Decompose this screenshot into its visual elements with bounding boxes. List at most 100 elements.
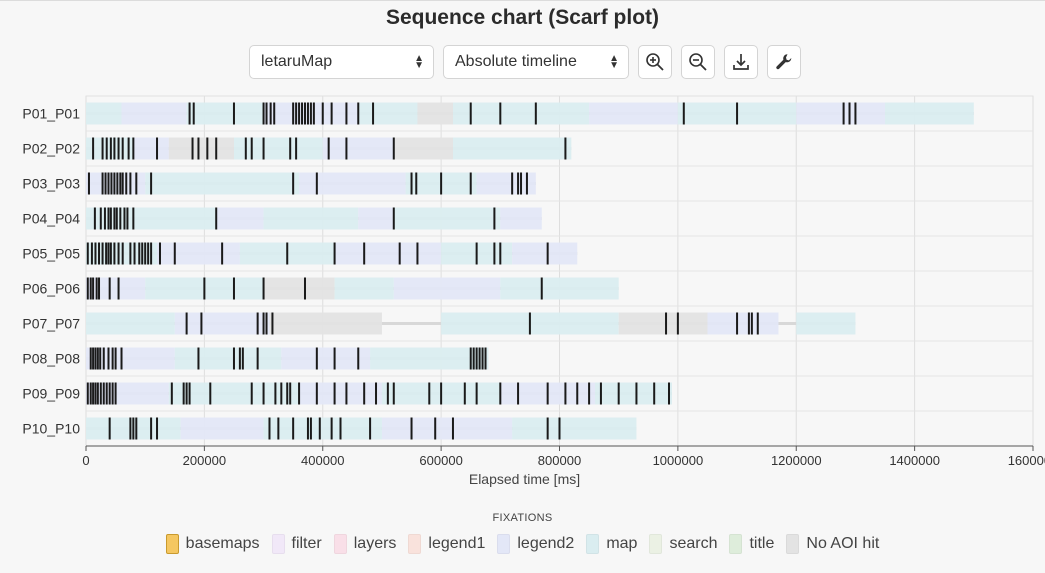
fixation-mark (375, 382, 378, 405)
fixation-mark (357, 347, 360, 370)
fixation-mark (111, 382, 114, 405)
fixation-mark (89, 277, 92, 300)
aoi-segment (233, 137, 323, 160)
aoi-segment (86, 137, 134, 160)
fixation-mark (232, 347, 235, 370)
fixation-mark (125, 172, 128, 195)
download-icon (733, 54, 749, 70)
fixation-mark (256, 312, 259, 335)
aoi-segment (263, 207, 359, 230)
fixation-mark (188, 382, 191, 405)
fixation-mark (298, 102, 301, 125)
zoom-out-button[interactable] (681, 45, 715, 79)
stimulus-select[interactable]: letaruMap ▲ ▼ (249, 45, 434, 79)
aoi-segment (186, 102, 264, 125)
legend-swatch (333, 534, 347, 554)
aoi-segment (452, 102, 590, 125)
timeline-select[interactable]: Absolute timeline ▲ ▼ (443, 45, 629, 79)
fixation-mark (327, 137, 330, 160)
aoi-segment (299, 172, 406, 195)
fixation-mark (86, 277, 89, 300)
fixation-mark (440, 382, 443, 405)
fixation-mark (121, 172, 124, 195)
fixation-mark (185, 312, 188, 335)
fixation-mark (107, 347, 110, 370)
aoi-segment (180, 417, 264, 440)
fixation-mark (520, 172, 523, 195)
fixation-mark (89, 382, 92, 405)
fixation-mark (736, 312, 739, 335)
fixation-mark (588, 382, 591, 405)
fixation-mark (256, 347, 259, 370)
participant-label: P09_P09 (22, 386, 80, 402)
aoi-segment (589, 102, 678, 125)
fixation-mark (268, 417, 271, 440)
legend-label: search (669, 535, 718, 552)
fixation-mark (90, 242, 93, 265)
zoom-in-button[interactable] (638, 45, 672, 79)
fixation-mark (434, 417, 437, 440)
settings-button[interactable] (767, 45, 801, 79)
fixation-mark (99, 347, 102, 370)
fixation-mark (292, 417, 295, 440)
fixation-mark (475, 242, 478, 265)
fixation-mark (103, 207, 106, 230)
participant-label: P02_P02 (22, 141, 80, 157)
fixation-mark (135, 417, 138, 440)
fixation-mark (736, 102, 739, 125)
legend-swatch (649, 534, 663, 554)
legend-item[interactable]: map (586, 534, 637, 554)
aoi-segment (174, 347, 282, 370)
fixation-mark (98, 277, 101, 300)
download-button[interactable] (724, 45, 758, 79)
aoi-segment (145, 172, 300, 195)
legend-item[interactable]: basemaps (165, 534, 260, 554)
legend-item[interactable]: legend2 (497, 534, 574, 554)
fixation-mark (415, 172, 418, 195)
fixation-mark (105, 242, 108, 265)
fixation-mark (133, 242, 136, 265)
aoi-segment (86, 312, 175, 335)
fixation-mark (108, 417, 111, 440)
fixation-mark (92, 347, 95, 370)
chart-title: Sequence chart (Scarf plot) (385, 6, 660, 29)
fixation-mark (87, 172, 90, 195)
aoi-segment (358, 207, 394, 230)
legend-item[interactable]: layers (333, 534, 396, 554)
x-tick-label: 400000 (301, 453, 344, 468)
fixation-mark (107, 242, 110, 265)
fixation-mark (676, 312, 679, 335)
fixation-mark (330, 102, 333, 125)
fixation-mark (345, 137, 348, 160)
fixation-mark (303, 277, 306, 300)
fixation-mark (102, 347, 105, 370)
legend-item[interactable]: title (729, 534, 774, 554)
legend-label: filter (291, 535, 322, 552)
fixation-mark (493, 207, 496, 230)
legend-item[interactable]: filter (271, 534, 322, 554)
fixation-mark (156, 137, 159, 160)
fixation-mark (105, 382, 108, 405)
legend-item[interactable]: legend1 (408, 534, 485, 554)
fixation-mark (119, 172, 122, 195)
legend-item[interactable]: No AOI hit (786, 534, 879, 554)
legend-label: basemaps (185, 535, 260, 552)
fixation-mark (298, 382, 301, 405)
fixation-mark (306, 417, 309, 440)
fixation-mark (173, 242, 176, 265)
participant-label: P07_P07 (22, 316, 80, 332)
fixation-mark (517, 172, 520, 195)
fixation-mark (286, 242, 289, 265)
fixation-mark (599, 382, 602, 405)
fixation-mark (546, 242, 549, 265)
fixation-mark (135, 172, 138, 195)
fixation-mark (150, 417, 153, 440)
legend-item[interactable]: search (649, 534, 717, 554)
fixation-mark (94, 382, 97, 405)
fixation-mark (126, 207, 129, 230)
fixation-mark (144, 242, 147, 265)
participant-label: P01_P01 (22, 106, 80, 122)
fixation-mark (617, 382, 620, 405)
fixation-mark (280, 382, 283, 405)
fixation-mark (339, 417, 342, 440)
